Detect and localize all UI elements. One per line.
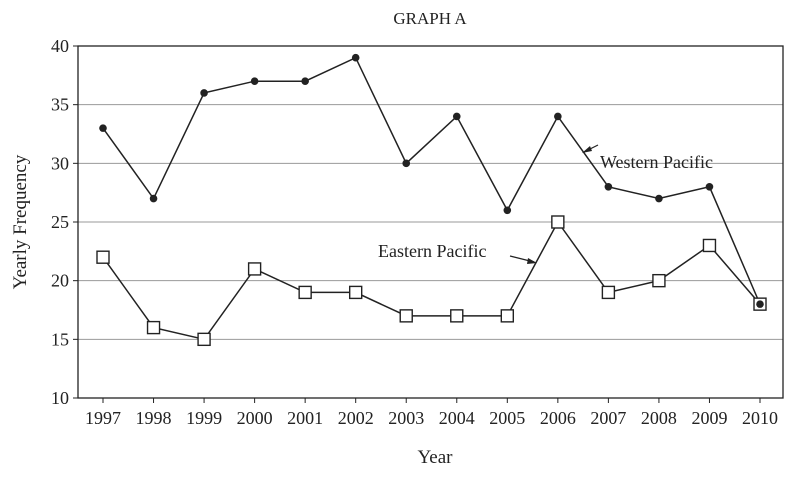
data-point-eastern-pacific xyxy=(146,320,161,335)
y-axis-label: Yearly Frequency xyxy=(10,154,31,289)
arrowhead-eastern xyxy=(527,258,537,264)
x-tick-label: 1999 xyxy=(186,408,222,428)
data-point-western-pacific xyxy=(250,77,259,85)
data-point-western-pacific xyxy=(200,89,208,97)
data-point-western-pacific xyxy=(301,77,309,85)
data-point-eastern-pacific xyxy=(500,309,515,323)
data-point-eastern-pacific xyxy=(399,309,413,323)
data-point-eastern-pacific xyxy=(247,262,262,276)
data-point-western-pacific xyxy=(503,206,512,215)
x-tick-label: 1998 xyxy=(136,408,172,428)
x-tick-label: 2007 xyxy=(590,408,626,428)
y-tick-label: 40 xyxy=(51,36,69,56)
data-point-western-pacific xyxy=(149,194,158,203)
x-tick-label: 2006 xyxy=(540,408,576,428)
data-point-eastern-pacific xyxy=(652,273,666,288)
x-tick-label: 2002 xyxy=(338,408,374,428)
arrowhead-western xyxy=(582,146,592,153)
data-point-western-pacific xyxy=(655,194,663,203)
y-tick-label: 35 xyxy=(51,95,69,115)
x-tick-label: 2003 xyxy=(388,408,424,428)
data-point-western-pacific xyxy=(705,183,714,191)
data-point-eastern-pacific xyxy=(96,250,110,264)
data-point-eastern-pacific xyxy=(450,309,464,323)
data-point-eastern-pacific xyxy=(601,285,616,300)
data-point-eastern-pacific xyxy=(298,285,312,300)
data-point-western-pacific xyxy=(452,112,461,121)
y-tick-label: 15 xyxy=(51,329,69,349)
x-axis-label: Year xyxy=(417,447,453,468)
x-tick-label: 2001 xyxy=(287,408,323,428)
data-point-western-pacific xyxy=(756,300,764,308)
y-tick-label: 30 xyxy=(51,153,69,173)
data-point-western-pacific xyxy=(351,53,360,62)
data-point-eastern-pacific xyxy=(551,215,565,229)
series-line-western-pacific xyxy=(102,56,761,305)
data-point-western-pacific xyxy=(604,183,613,191)
x-tick-label: 2008 xyxy=(641,408,677,428)
data-point-western-pacific xyxy=(402,159,411,168)
data-point-eastern-pacific xyxy=(348,285,363,300)
annotation-western-pacific: Western Pacific xyxy=(600,152,713,172)
data-point-western-pacific xyxy=(554,112,562,121)
x-tick-label: 1997 xyxy=(85,408,121,428)
y-tick-label: 20 xyxy=(51,271,69,291)
chart-title: GRAPH A xyxy=(393,9,467,28)
y-tick-label: 25 xyxy=(51,212,69,232)
data-point-eastern-pacific xyxy=(702,238,717,253)
x-tick-label: 2010 xyxy=(742,408,778,428)
y-tick-label: 10 xyxy=(51,388,69,408)
x-tick-label: 2000 xyxy=(237,408,273,428)
data-point-eastern-pacific xyxy=(197,332,211,347)
data-point-western-pacific xyxy=(99,124,107,132)
annotation-eastern-pacific: Eastern Pacific xyxy=(378,241,486,261)
series-line-eastern-pacific xyxy=(102,220,761,341)
x-tick-label: 2009 xyxy=(691,408,727,428)
x-tick-label: 2005 xyxy=(489,408,525,428)
x-tick-label: 2004 xyxy=(439,408,475,428)
